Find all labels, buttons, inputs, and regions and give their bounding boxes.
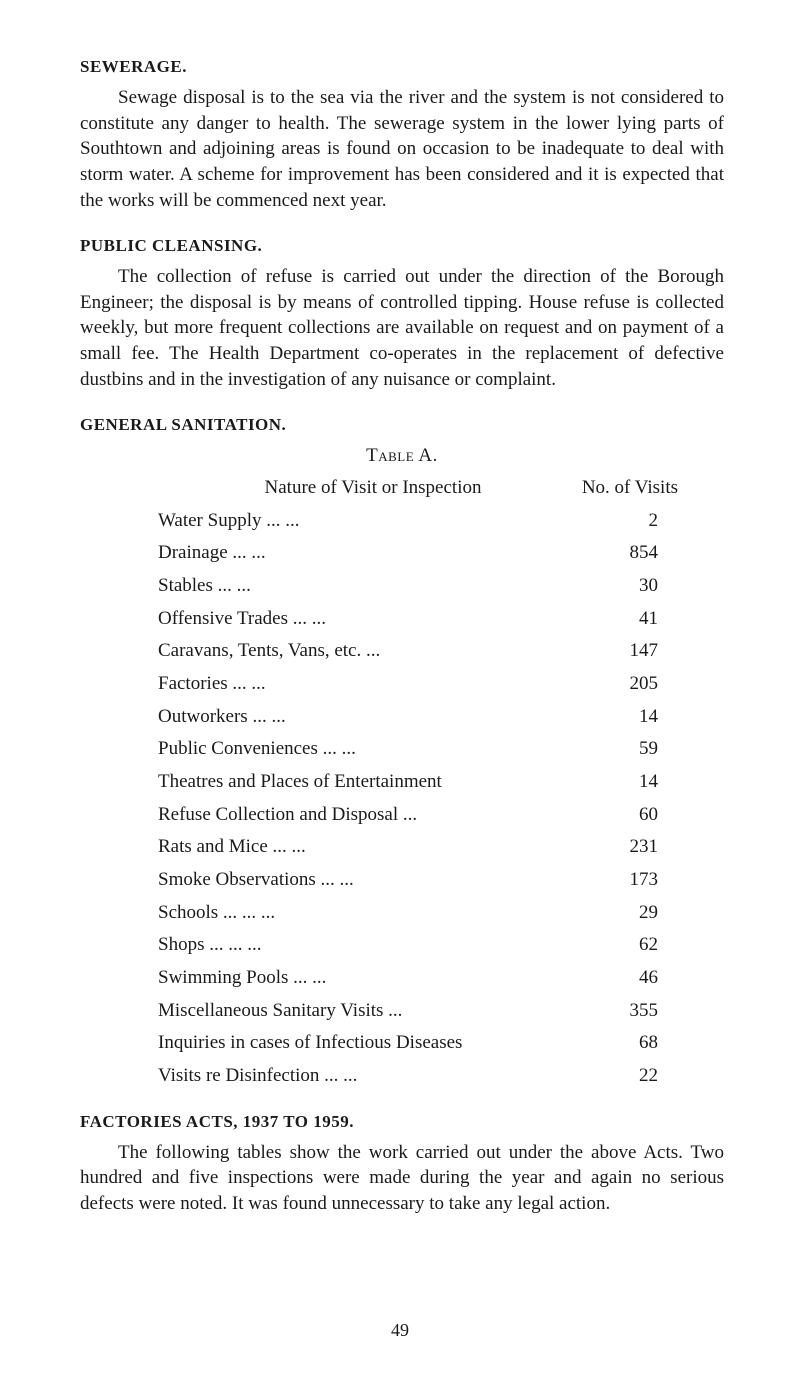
row-label: Smoke Observations ... ... [158,864,568,897]
table-a-rows: Water Supply ... ...2Drainage ... ...854… [158,505,678,1093]
row-label: Caravans, Tents, Vans, etc. ... [158,635,568,668]
table-row: Offensive Trades ... ...41 [158,603,678,636]
table-row: Miscellaneous Sanitary Visits ...355 [158,995,678,1028]
row-value: 60 [568,799,678,832]
row-label: Swimming Pools ... ... [158,962,568,995]
table-row: Caravans, Tents, Vans, etc. ...147 [158,635,678,668]
public-cleansing-heading: PUBLIC CLEANSING. [80,235,724,258]
row-value: 205 [568,668,678,701]
row-label: Shops ... ... ... [158,929,568,962]
row-value: 59 [568,733,678,766]
factories-acts-body: The following tables show the work carri… [80,1140,724,1217]
row-label: Inquiries in cases of Infectious Disease… [158,1027,568,1060]
row-value: 30 [568,570,678,603]
table-row: Rats and Mice ... ...231 [158,831,678,864]
table-row: Water Supply ... ...2 [158,505,678,538]
table-row: Factories ... ...205 [158,668,678,701]
row-value: 46 [568,962,678,995]
public-cleansing-body: The collection of refuse is carried out … [80,264,724,392]
row-label: Stables ... ... [158,570,568,603]
row-label: Drainage ... ... [158,537,568,570]
table-a-header: Nature of Visit or Inspection No. of Vis… [158,475,678,501]
row-value: 62 [568,929,678,962]
row-label: Water Supply ... ... [158,505,568,538]
table-row: Inquiries in cases of Infectious Disease… [158,1027,678,1060]
col-nature-header: Nature of Visit or Inspection [158,475,548,501]
row-label: Rats and Mice ... ... [158,831,568,864]
row-value: 68 [568,1027,678,1060]
row-label: Factories ... ... [158,668,568,701]
table-row: Refuse Collection and Disposal ...60 [158,799,678,832]
sewerage-heading: SEWERAGE. [80,56,724,79]
row-label: Schools ... ... ... [158,897,568,930]
document-page: SEWERAGE. Sewage disposal is to the sea … [0,0,800,1376]
row-label: Theatres and Places of Entertainment [158,766,568,799]
table-a-title: Table A. [80,443,724,469]
row-value: 355 [568,995,678,1028]
row-value: 2 [568,505,678,538]
row-value: 22 [568,1060,678,1093]
row-label: Visits re Disinfection ... ... [158,1060,568,1093]
row-value: 14 [568,701,678,734]
table-row: Visits re Disinfection ... ...22 [158,1060,678,1093]
row-label: Outworkers ... ... [158,701,568,734]
table-row: Outworkers ... ...14 [158,701,678,734]
page-number: 49 [0,1318,800,1342]
table-row: Stables ... ...30 [158,570,678,603]
sewerage-body: Sewage disposal is to the sea via the ri… [80,85,724,213]
row-label: Refuse Collection and Disposal ... [158,799,568,832]
general-sanitation-heading: GENERAL SANITATION. [80,414,724,437]
table-row: Schools ... ... ...29 [158,897,678,930]
factories-acts-heading: FACTORIES ACTS, 1937 TO 1959. [80,1111,724,1134]
row-value: 231 [568,831,678,864]
row-value: 147 [568,635,678,668]
table-row: Shops ... ... ...62 [158,929,678,962]
col-visits-header: No. of Visits [548,475,678,501]
table-row: Theatres and Places of Entertainment14 [158,766,678,799]
row-label: Offensive Trades ... ... [158,603,568,636]
table-row: Public Conveniences ... ...59 [158,733,678,766]
table-row: Smoke Observations ... ...173 [158,864,678,897]
row-value: 41 [568,603,678,636]
row-value: 29 [568,897,678,930]
table-row: Swimming Pools ... ...46 [158,962,678,995]
row-value: 173 [568,864,678,897]
row-label: Public Conveniences ... ... [158,733,568,766]
row-value: 14 [568,766,678,799]
table-a: Nature of Visit or Inspection No. of Vis… [158,475,678,1093]
table-row: Drainage ... ...854 [158,537,678,570]
row-label: Miscellaneous Sanitary Visits ... [158,995,568,1028]
row-value: 854 [568,537,678,570]
